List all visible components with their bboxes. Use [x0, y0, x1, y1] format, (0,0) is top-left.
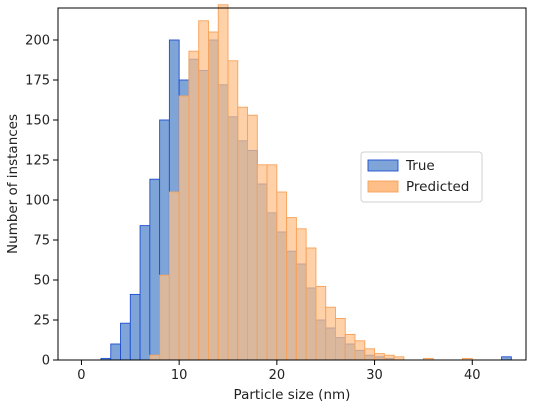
bar-predicted [168, 191, 180, 361]
bar-true [129, 293, 141, 361]
y-tick-label: 100 [25, 194, 50, 209]
bar-predicted [344, 333, 356, 361]
bar-predicted [198, 20, 209, 361]
bar-predicted [354, 340, 366, 361]
x-tick-label: 10 [171, 368, 188, 383]
x-axis-label: Particle size (nm) [234, 387, 351, 403]
bars-layer [100, 4, 512, 361]
plot-frame [57, 7, 527, 361]
bar-predicted [188, 50, 200, 361]
bar-predicted [247, 114, 258, 361]
x-tick-label: 20 [269, 368, 286, 383]
bar-predicted [237, 106, 248, 361]
y-tick-label: 75 [33, 234, 50, 249]
x-tick-label: 40 [464, 368, 481, 383]
legend-label-true: True [405, 158, 435, 174]
x-tick-label: 0 [77, 368, 85, 383]
bar-true [149, 178, 161, 361]
bar-predicted [178, 95, 190, 361]
y-tick-label: 150 [25, 114, 50, 129]
bar-predicted [286, 217, 297, 361]
legend: True Predicted [360, 151, 483, 203]
bar-predicted [276, 191, 288, 361]
bar-true [120, 322, 131, 361]
legend-swatch-predicted [367, 180, 399, 193]
bar-predicted [315, 285, 327, 361]
bar-predicted [364, 348, 376, 361]
bar-predicted [295, 228, 307, 361]
y-axis-label: Number of instances [5, 114, 21, 254]
legend-label-predicted: Predicted [406, 179, 469, 195]
bar-true [110, 343, 121, 361]
bar-true [139, 225, 151, 361]
y-tick-label: 200 [25, 34, 50, 49]
bar-predicted [374, 353, 385, 361]
bar-predicted [383, 354, 395, 361]
y-tick-label: 50 [33, 274, 50, 289]
bar-predicted [305, 247, 317, 361]
y-tick-label: 25 [33, 314, 50, 329]
bar-predicted [208, 31, 219, 361]
y-tick-label: 125 [25, 154, 50, 169]
y-tick-label: 175 [25, 74, 50, 89]
bar-predicted [325, 306, 336, 361]
legend-swatch-true [367, 159, 399, 172]
bar-predicted [266, 164, 278, 361]
axes-layer: 0 10 20 30 40 0 25 50 75 100 125 150 175 200 [25, 34, 480, 384]
bar-predicted [149, 354, 161, 361]
bar-predicted [335, 317, 346, 361]
bar-predicted [256, 164, 268, 361]
x-tick-label: 30 [366, 368, 383, 383]
bar-predicted [159, 274, 170, 361]
bar-predicted [227, 60, 239, 361]
y-tick-label: 0 [42, 354, 50, 369]
bar-predicted [217, 4, 229, 361]
